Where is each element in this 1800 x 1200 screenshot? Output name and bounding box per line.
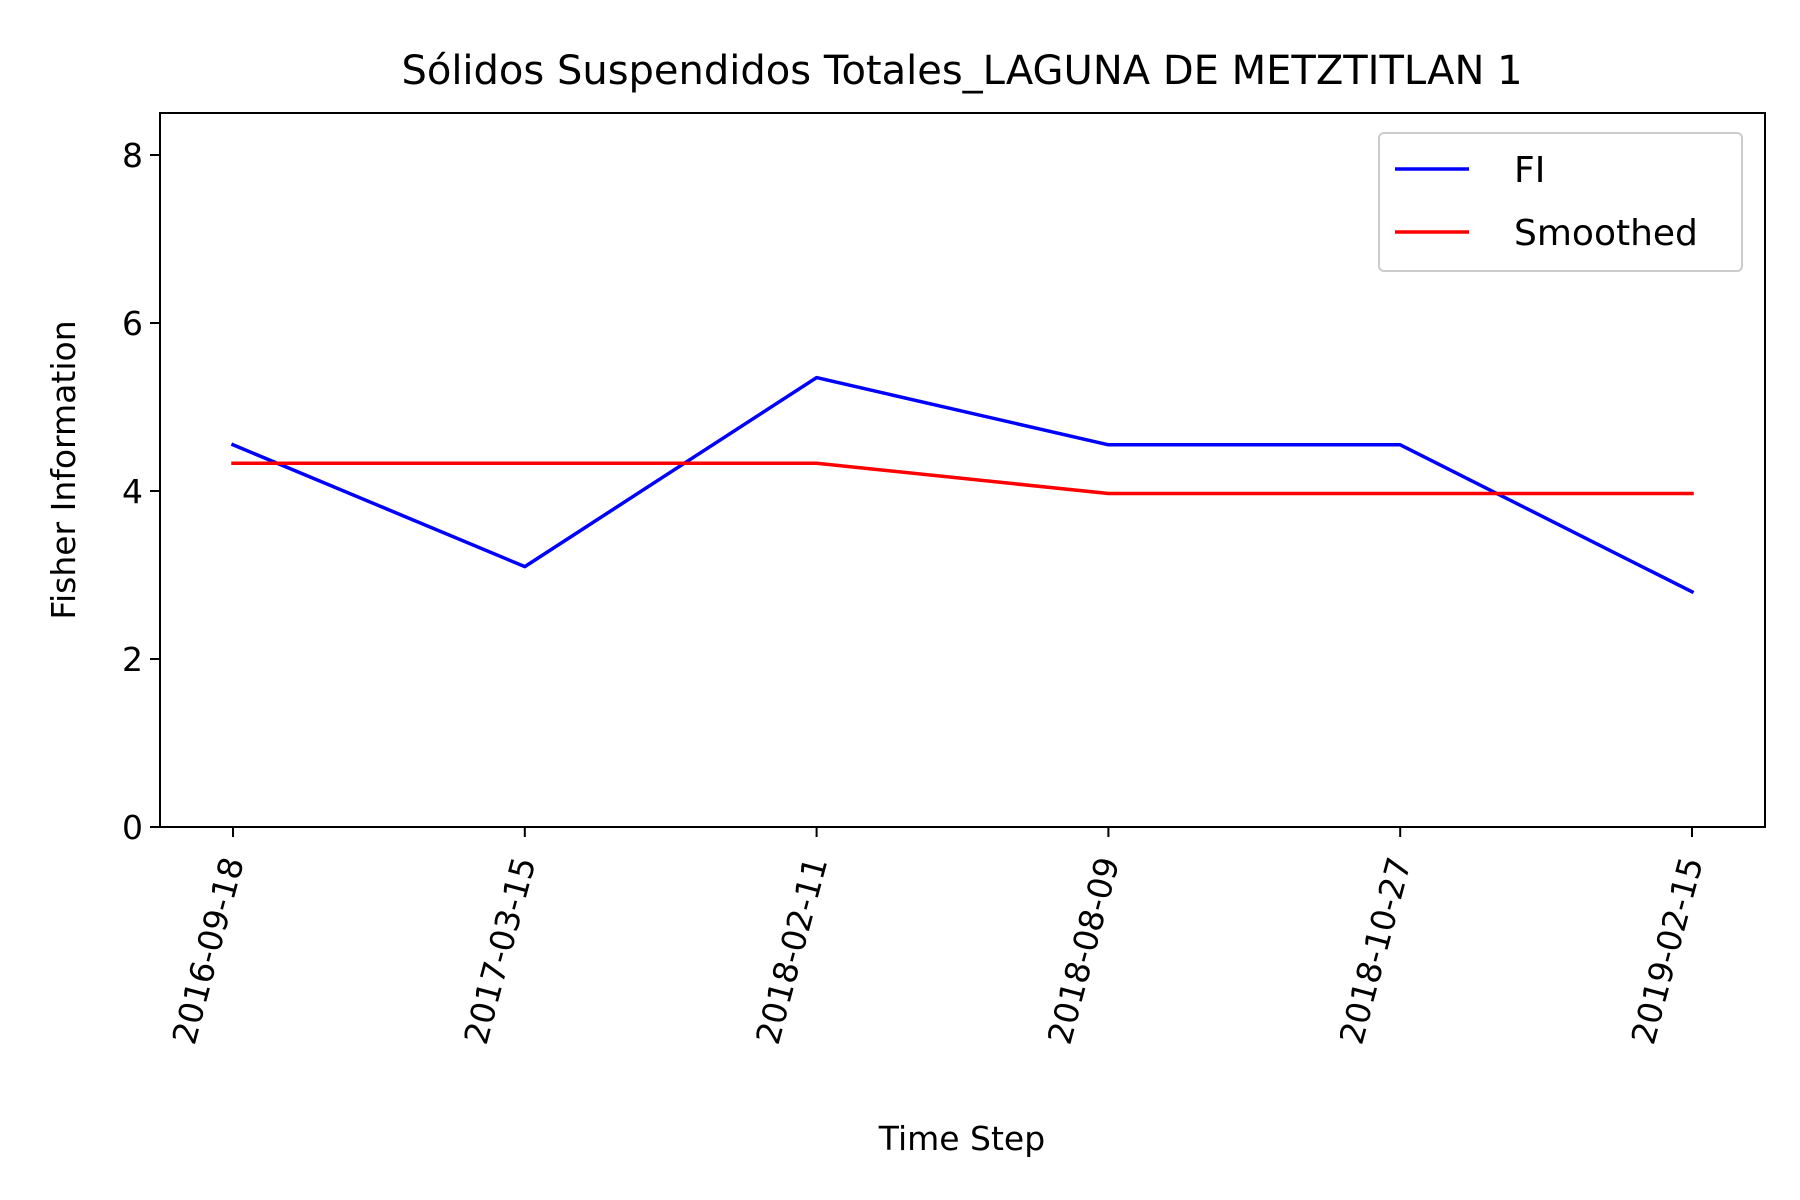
x-tick-label: 2018-08-09 — [1040, 853, 1127, 1048]
legend-box — [1378, 132, 1743, 272]
y-tick-label: 2 — [122, 640, 143, 679]
plot-frame — [159, 112, 1766, 828]
y-tick-label: 8 — [122, 136, 143, 175]
x-tick-label: 2018-02-11 — [748, 853, 835, 1048]
series-line-fi — [230, 375, 1695, 595]
y-tick-label: 4 — [122, 472, 143, 511]
legend-label-smoothed: Smoothed — [1514, 213, 1698, 254]
legend: FI Smoothed — [1378, 132, 1743, 272]
legend-label-fi: FI — [1514, 150, 1545, 191]
x-axis-title: Time Step — [878, 1119, 1045, 1158]
y-tick-label: 0 — [122, 808, 143, 847]
series-line-smoothed — [231, 461, 1694, 496]
y-axis-title: Fisher Information — [44, 320, 83, 619]
series-layer — [230, 375, 1695, 595]
x-tick-label: 2019-02-15 — [1623, 853, 1710, 1048]
y-tick-label: 6 — [122, 304, 143, 343]
x-tick-label: 2018-10-27 — [1332, 853, 1419, 1048]
y-axis: 0 2 4 6 8 — [122, 136, 160, 847]
x-tick-label: 2016-09-18 — [164, 853, 251, 1048]
chart-title: Sólidos Suspendidos Totales_LAGUNA DE ME… — [401, 48, 1522, 94]
x-tick-label: 2017-03-15 — [456, 853, 543, 1048]
x-axis: 2016-09-18 2017-03-15 2018-02-11 2018-08-09… — [164, 827, 1711, 1048]
